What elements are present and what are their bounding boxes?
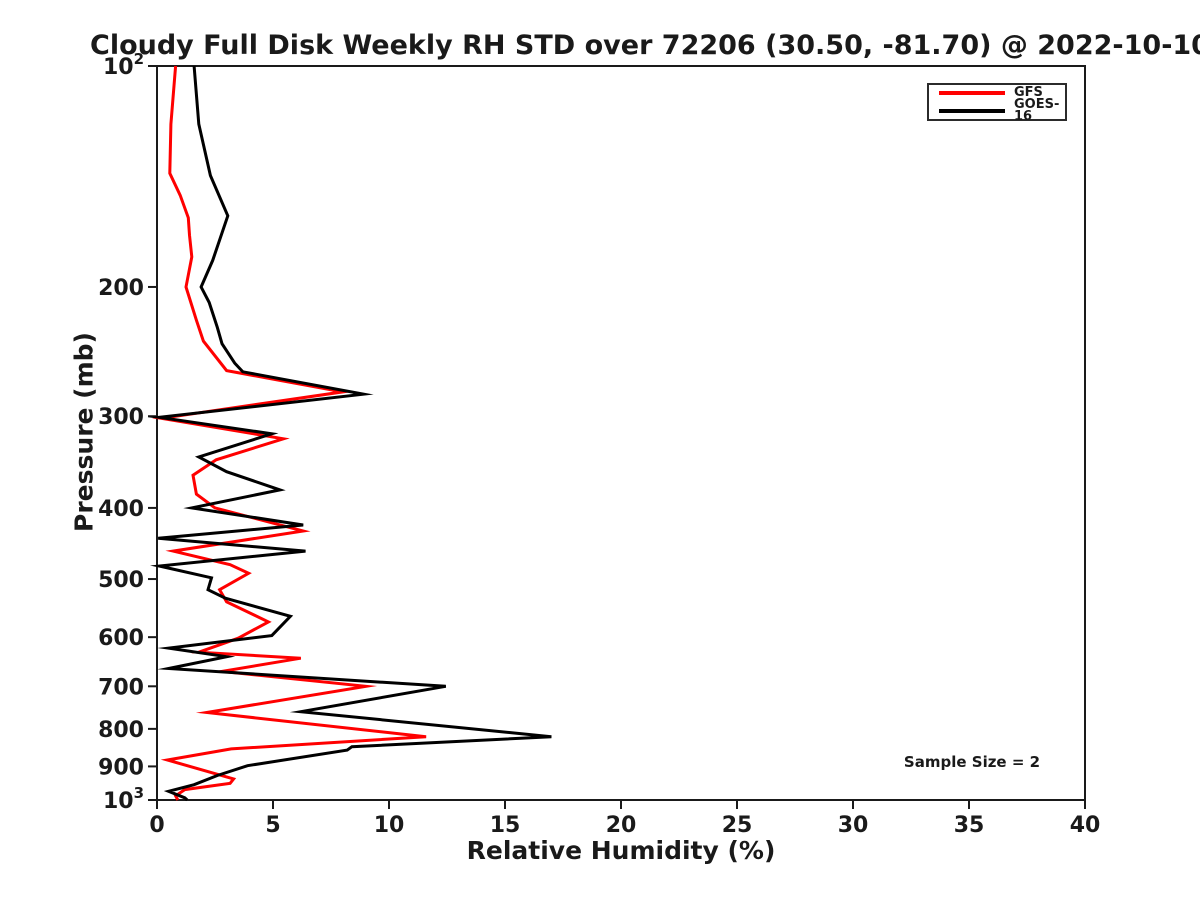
y-axis-label: Pressure (mb) [69,332,99,532]
axes-frame [156,65,1086,801]
legend-label-goes16: GOES-16 [1014,97,1060,124]
y-tick-label: 600 [98,626,144,651]
x-tick-label: 5 [265,813,280,838]
x-tick-label: 20 [606,813,637,838]
y-tick-label: 200 [98,276,144,301]
x-tick-label: 15 [490,813,521,838]
series-line-gfs [151,65,427,801]
legend-item-gfs: GFS [939,85,1059,100]
legend-item-goes16: GOES-16 [939,97,1060,124]
series-line-goes-16 [147,65,552,802]
gfs-line-swatch [939,91,1005,95]
y-tick-label: 400 [98,497,144,522]
y-tick-label: 102 [103,50,144,80]
x-tick-label: 30 [838,813,869,838]
goes16-line-swatch [939,109,1005,113]
sample-size-annotation: Sample Size = 2 [903,753,1041,771]
legend-box: GFS GOES-16 [927,83,1067,124]
x-tick-label: 40 [1070,813,1101,838]
y-tick-label: 900 [98,755,144,780]
x-tick-label: 0 [149,813,164,838]
y-tick-label: 700 [98,675,144,700]
x-tick-label: 35 [954,813,985,838]
chart-title: Cloudy Full Disk Weekly RH STD over 7220… [90,30,1200,61]
y-tick-label: 103 [103,784,144,814]
x-axis-label: Relative Humidity (%) [466,836,776,865]
x-tick-label: 25 [722,813,753,838]
legend-label-gfs: GFS [1014,85,1043,100]
x-tick-label: 10 [374,813,405,838]
y-tick-label: 500 [98,568,144,593]
y-tick-label: 800 [98,718,144,743]
y-tick-label: 300 [98,405,144,430]
